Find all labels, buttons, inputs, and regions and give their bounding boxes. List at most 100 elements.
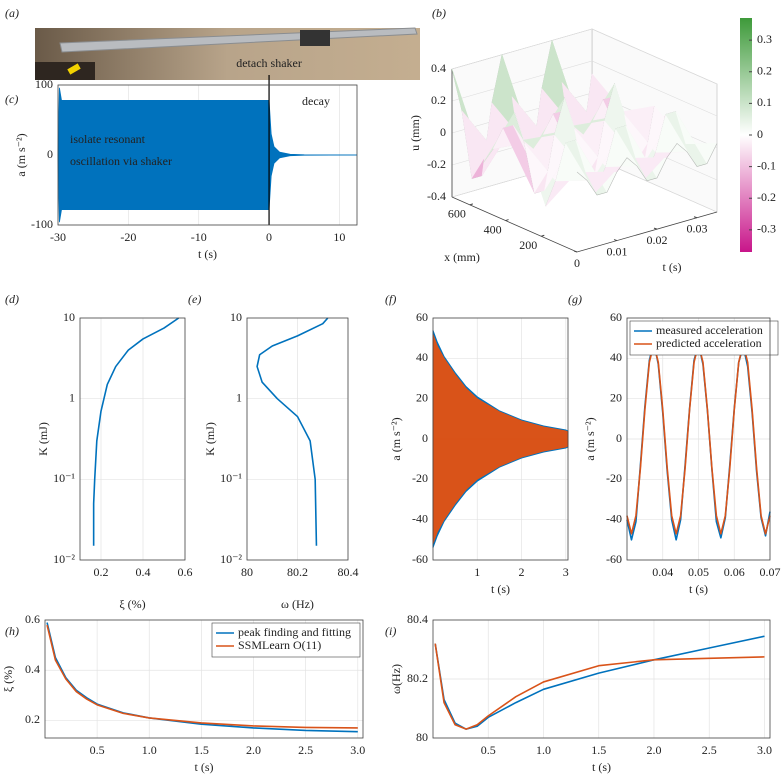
panel-label: (g) (568, 292, 582, 306)
y-tick-label: -60 (412, 552, 428, 566)
plot-frame (626, 317, 771, 561)
x-tick-label: 0.6 (178, 565, 193, 579)
x-axis-label: ω (Hz) (281, 597, 314, 611)
x-tick-label: 1.0 (536, 743, 551, 757)
x-tick-label: 0.5 (90, 743, 105, 757)
y-tick-label: 1 (69, 390, 75, 404)
panel-label: (f) (385, 292, 396, 306)
plot-frame (432, 619, 771, 739)
x-tick-label: 0.5 (481, 743, 496, 757)
t-tick-label: 0.02 (647, 233, 668, 247)
axis-line (451, 196, 718, 253)
y-tick-label: -20 (412, 471, 428, 485)
surface-line (576, 142, 718, 196)
x-tick-label: 0.05 (688, 565, 709, 579)
y-axis-label: a (m s⁻²) (14, 133, 28, 176)
y-axis-label: K (mJ) (36, 422, 50, 456)
x-tick-label: 0 (266, 230, 272, 244)
y-tick-label: -40 (606, 511, 622, 525)
u-tick-label: -0.4 (427, 189, 446, 203)
x-tick-label: 10 (333, 230, 345, 244)
x-tick-label: 2.5 (702, 743, 717, 757)
y-tick-label: 0.6 (25, 612, 40, 626)
y-tick-label: 10⁻¹ (53, 471, 75, 485)
y-tick-label: 10⁻² (220, 552, 242, 566)
legend-label: SSMLearn O(11) (238, 638, 321, 652)
y-tick-label: -20 (606, 471, 622, 485)
y-tick-label: 10 (230, 310, 242, 324)
x-tick-label: 0.2 (94, 565, 109, 579)
y-tick-label: 20 (416, 390, 428, 404)
x-tick-label: 0.4 (136, 565, 151, 579)
series-line (256, 317, 329, 546)
y-tick-label: 80 (416, 730, 428, 744)
x-tick-label: -30 (50, 230, 66, 244)
x-axis-label: ξ (%) (119, 597, 145, 611)
surface-patch (675, 111, 718, 165)
panel-label: (i) (385, 624, 396, 638)
y-tick-label: 1 (236, 390, 242, 404)
u-tick-label: 0.2 (431, 93, 446, 107)
x-tick-label: 200 (519, 238, 537, 252)
x-tick-label: 0.06 (724, 565, 745, 579)
y-tick-label: 100 (35, 77, 53, 91)
y-tick-label: 0.4 (25, 662, 40, 676)
y-axis-label: K (mJ) (203, 422, 217, 456)
y-tick-label: 40 (610, 350, 622, 364)
y-tick-label: 10 (63, 310, 75, 324)
photo-shaker (35, 62, 95, 80)
y-tick-label: 10⁻¹ (220, 471, 242, 485)
x-axis-label: t (s) (689, 582, 708, 596)
t-axis-label: t (s) (663, 260, 682, 274)
annotation: oscillation via shaker (70, 154, 172, 168)
u-tick-label: -0.2 (427, 157, 446, 171)
legend-box (211, 622, 361, 658)
y-tick-label: 60 (610, 310, 622, 324)
x-tick-label: 2.5 (298, 743, 313, 757)
legend-box (629, 320, 779, 356)
colorbar (740, 18, 752, 252)
photo-clamp (300, 30, 330, 46)
u-tick-label: 0 (440, 125, 446, 139)
colorbar-tick-label: 0.1 (757, 95, 772, 109)
y-tick-label: 0 (47, 147, 53, 161)
annotation: decay (302, 94, 330, 108)
plot-frame (432, 317, 569, 561)
x-tick-label: 1.5 (194, 743, 209, 757)
panel-label: (d) (5, 292, 19, 306)
x-tick-label: 80.4 (338, 565, 359, 579)
x-axis-label: t (s) (592, 760, 611, 774)
legend-label: predicted acceleration (656, 336, 762, 350)
photo-tape (67, 63, 81, 75)
colorbar-tick-label: 0.2 (757, 64, 772, 78)
y-tick-label: 0 (616, 431, 622, 445)
y-axis-label: ξ (%) (1, 666, 15, 692)
y-axis-label: a (m s⁻²) (583, 417, 597, 460)
series-line (434, 643, 765, 730)
x-axis-label: t (s) (195, 760, 214, 774)
x-tick-label: 1 (474, 565, 480, 579)
colorbar-tick-label: 0 (757, 127, 763, 141)
envelope-area (57, 154, 358, 223)
x-tick-label: 0.07 (760, 565, 781, 579)
x-tick-label: 1.5 (591, 743, 606, 757)
x-tick-label: 0.04 (652, 565, 673, 579)
x-axis-label: t (s) (198, 247, 217, 261)
x-tick-label: 400 (484, 222, 502, 236)
y-tick-label: 10⁻² (53, 552, 75, 566)
series-line (92, 317, 180, 546)
panel-label: (e) (188, 292, 201, 306)
x-tick-label: 80 (241, 565, 253, 579)
x-tick-label: 2.0 (246, 743, 261, 757)
y-axis-label: a (m s⁻²) (389, 417, 403, 460)
plot-frame (79, 317, 186, 561)
x-axis-label: t (s) (491, 582, 510, 596)
series-line (46, 624, 358, 729)
t-tick-label: 0.01 (607, 244, 628, 258)
x-tick-label: 3 (563, 565, 569, 579)
plot-frame (44, 619, 364, 739)
y-tick-label: -100 (31, 217, 53, 231)
x-tick-label: 3.0 (757, 743, 772, 757)
x-tick-label: 80.2 (287, 565, 308, 579)
